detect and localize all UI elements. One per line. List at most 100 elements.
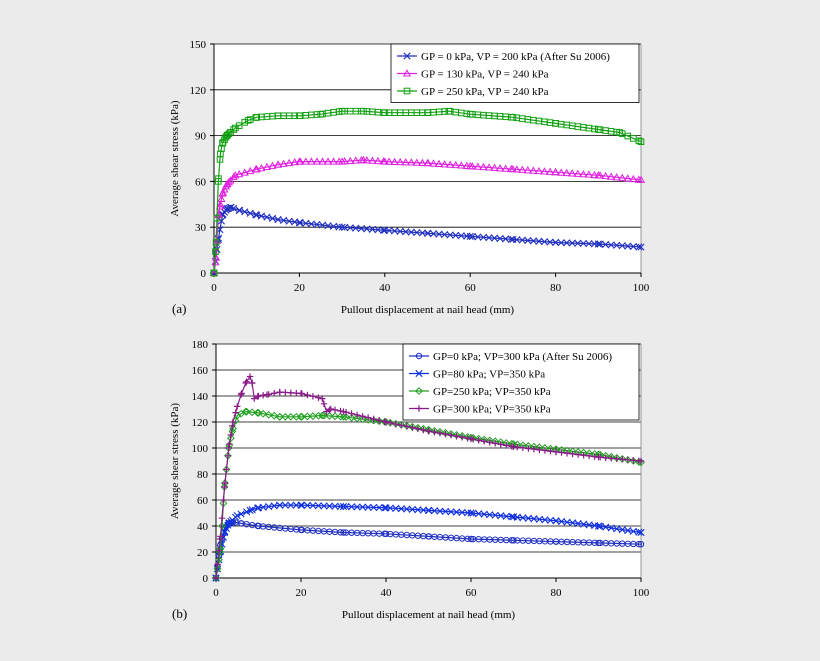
data-point xyxy=(295,157,304,165)
data-point xyxy=(594,522,603,530)
data-point xyxy=(486,439,493,446)
data-point xyxy=(637,528,645,537)
data-point xyxy=(414,425,422,433)
chart-panel-b: 0 20 40 60 80 100 120 140 160 180 0 20 40 60 80 100 Pull… xyxy=(169,339,650,621)
data-point xyxy=(226,176,235,184)
data-point xyxy=(240,168,249,176)
data-point xyxy=(607,241,615,249)
x-tick-label: 80 xyxy=(551,587,563,599)
data-point xyxy=(338,223,346,231)
data-point xyxy=(540,238,549,246)
data-point xyxy=(237,510,245,518)
data-point xyxy=(211,258,220,266)
data-point xyxy=(229,424,237,433)
data-point xyxy=(407,158,416,166)
y-axis-title: Average shear stress (kPa) xyxy=(169,403,181,520)
data-point xyxy=(509,113,517,121)
series-gp-80-kpa-vp-350-kpa xyxy=(212,501,645,582)
data-point xyxy=(464,435,471,442)
data-point xyxy=(212,239,220,246)
legend-label: GP = 250 kPa, VP = 240 kPa xyxy=(421,86,549,98)
data-point xyxy=(466,161,475,170)
data-point xyxy=(479,162,488,171)
data-point xyxy=(219,139,226,147)
data-point xyxy=(612,173,621,181)
data-point xyxy=(234,403,241,410)
data-point xyxy=(309,501,317,510)
series-gp-300-kpa-vp-350-kpa xyxy=(212,373,645,582)
x-tick-label: 0 xyxy=(213,587,219,599)
data-point xyxy=(545,167,555,175)
data-point xyxy=(573,169,582,177)
data-point xyxy=(282,389,289,396)
data-point xyxy=(398,422,405,429)
data-point xyxy=(214,561,221,568)
data-point xyxy=(418,158,427,166)
data-point xyxy=(503,442,510,449)
data-point xyxy=(525,445,532,452)
data-point xyxy=(216,544,225,553)
data-point xyxy=(297,412,306,421)
data-point xyxy=(420,426,427,434)
data-point xyxy=(430,507,439,515)
data-point xyxy=(518,236,526,244)
x-tick-label: 80 xyxy=(550,282,562,294)
data-point xyxy=(635,528,643,536)
chart-panel-a: 0 30 60 90 120 150 0 20 40 60 80 100 Pullout displac… xyxy=(169,39,650,316)
y-tick-label: 20 xyxy=(197,547,209,559)
data-point xyxy=(403,423,411,430)
data-point xyxy=(552,448,560,456)
data-point xyxy=(339,412,348,421)
data-point xyxy=(297,412,305,421)
data-point xyxy=(479,233,488,241)
data-point xyxy=(217,535,224,543)
data-point xyxy=(441,507,450,516)
x-tick-label: 60 xyxy=(466,587,478,599)
data-point xyxy=(227,431,235,439)
data-point xyxy=(295,219,303,227)
data-point xyxy=(457,161,466,169)
data-point xyxy=(235,169,244,178)
data-point xyxy=(285,158,294,167)
data-point xyxy=(381,226,389,234)
data-point xyxy=(446,160,455,168)
data-point xyxy=(397,505,405,513)
data-point xyxy=(557,168,566,176)
data-point xyxy=(502,235,510,243)
data-point xyxy=(391,227,399,235)
data-point xyxy=(225,130,233,137)
data-point xyxy=(359,503,367,511)
data-point xyxy=(212,248,219,255)
series-line xyxy=(213,110,642,274)
data-point xyxy=(380,157,389,165)
panel-label: (b) xyxy=(172,606,187,621)
data-point xyxy=(423,158,432,167)
data-point xyxy=(348,410,355,417)
data-point xyxy=(569,450,576,458)
data-point xyxy=(608,455,615,462)
data-point xyxy=(508,164,517,173)
data-point xyxy=(635,243,643,251)
data-point xyxy=(351,156,360,164)
data-point xyxy=(308,412,317,420)
data-point xyxy=(467,535,475,543)
data-point xyxy=(585,452,593,460)
data-point xyxy=(281,412,290,421)
data-point xyxy=(436,507,444,515)
data-point xyxy=(402,228,410,236)
data-point xyxy=(325,412,334,420)
y-tick-label: 60 xyxy=(195,176,207,188)
data-point xyxy=(248,506,256,514)
data-point xyxy=(552,538,560,545)
data-point xyxy=(375,504,383,512)
data-point xyxy=(222,180,231,188)
data-point xyxy=(346,224,354,232)
data-point xyxy=(407,228,415,236)
data-point xyxy=(595,453,602,461)
data-point xyxy=(381,504,389,512)
data-point xyxy=(412,158,421,166)
data-point xyxy=(607,172,616,180)
data-point xyxy=(274,160,283,168)
data-point xyxy=(536,446,543,454)
data-point xyxy=(466,110,474,118)
